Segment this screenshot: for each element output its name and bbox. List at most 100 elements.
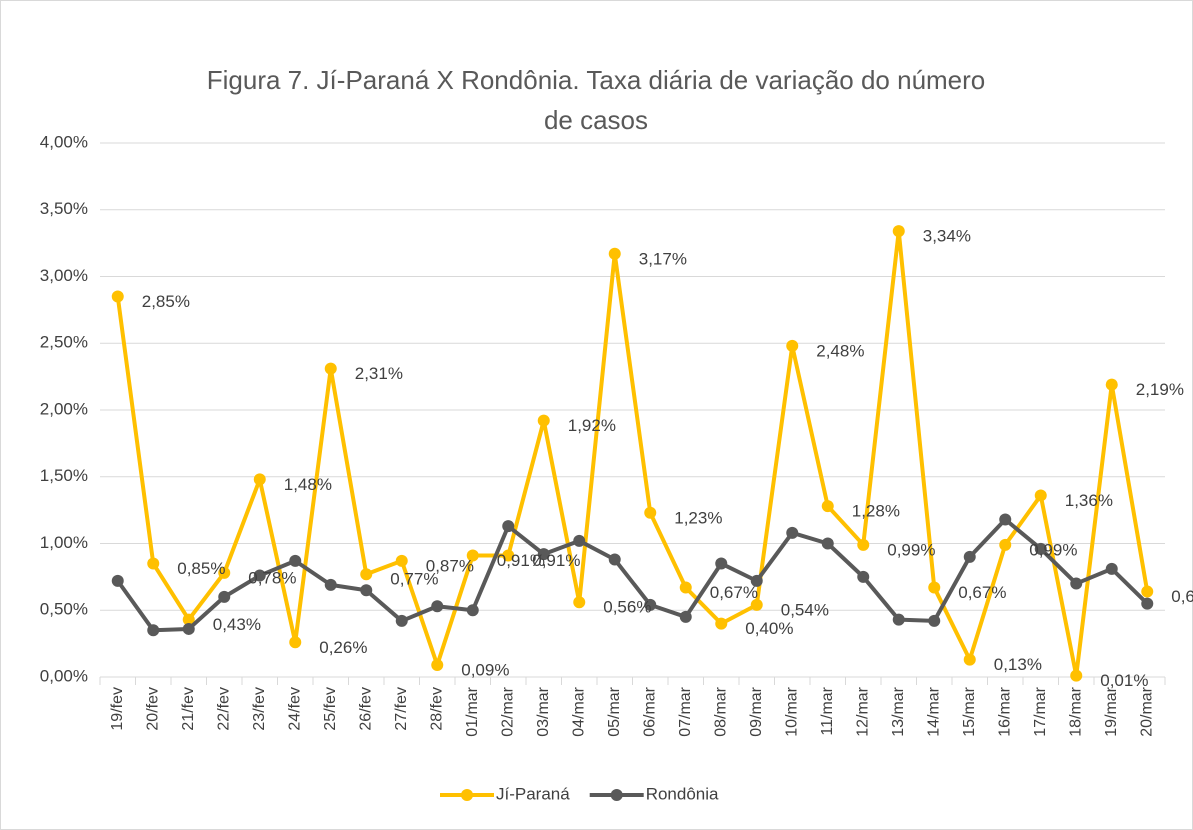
data-point [608,553,621,566]
data-point [1034,489,1047,502]
data-label: 0,91% [532,551,580,570]
data-label: 0,85% [177,559,225,578]
x-tick-label: 24/fev [286,687,303,731]
data-point [253,569,266,582]
data-label: 0,09% [461,660,509,679]
data-point [857,570,870,583]
data-point [502,549,515,562]
data-label: 3,17% [639,249,687,268]
data-point [360,568,373,581]
data-point [253,473,266,486]
x-tick-label: 04/mar [570,686,587,736]
data-label: 1,23% [674,508,722,527]
data-label: 1,48% [284,475,332,494]
x-tick-label: 06/mar [641,686,658,736]
data-point [182,613,195,626]
data-point [431,658,444,671]
data-label: 0,67% [958,583,1006,602]
data-point [715,617,728,630]
x-tick-label: 01/mar [464,686,481,736]
data-label: 0,56% [603,598,651,617]
data-point [679,610,692,623]
x-tick-label: 09/mar [748,686,765,736]
x-tick-label: 05/mar [606,686,623,736]
data-point [395,554,408,567]
data-point [715,557,728,570]
data-point [573,596,586,609]
x-tick-label: 02/mar [499,686,516,736]
data-label: 0,40% [745,619,793,638]
data-label: 0,26% [319,638,367,657]
data-label: 0,77% [390,570,438,589]
x-tick-label: 18/mar [1067,686,1084,736]
data-label: 0,67% [710,583,758,602]
data-label: 0,87% [426,556,474,575]
data-point [750,574,763,587]
x-tick-label: 13/mar [890,686,907,736]
data-label: 0,13% [994,655,1042,674]
data-point [821,537,834,550]
data-label: 3,34% [923,227,971,246]
legend-marker [610,789,623,801]
series-line [115,229,1150,678]
data-label: 1,28% [852,502,900,521]
x-tick-label: 28/fev [428,687,445,731]
x-tick-label: 26/fev [357,687,374,731]
y-tick-label: 3,50% [40,199,88,218]
data-point [644,506,657,519]
data-label: 2,48% [816,341,864,360]
data-point [1105,562,1118,575]
data-point [679,581,692,594]
legend-label: Jí-Paraná [496,784,570,803]
data-point [111,290,124,303]
data-point [928,581,941,594]
data-point [324,362,337,375]
data-point [218,566,231,579]
data-point [466,549,479,562]
data-label: 0,64% [1171,587,1193,606]
data-label: 0,78% [248,568,296,587]
data-label: 2,85% [142,292,190,311]
x-tick-label: 03/mar [535,686,552,736]
data-point [218,590,231,603]
data-label: 0,43% [213,615,261,634]
legend-marker [461,789,473,801]
data-point [928,614,941,627]
data-point [1070,577,1083,590]
x-tick-label: 21/fev [180,687,197,731]
y-tick-label: 2,00% [40,399,88,418]
data-label: 0,91% [497,551,545,570]
y-tick-label: 0,50% [40,600,88,619]
data-point [182,622,195,635]
series-line [116,517,1149,633]
data-point [147,557,160,570]
data-point [999,513,1012,526]
data-point [892,613,905,626]
x-tick-label: 07/mar [677,686,694,736]
x-tick-label: 11/mar [819,686,836,735]
y-tick-label: 0,00% [40,666,88,685]
x-tick-label: 08/mar [712,686,729,736]
data-point [1034,542,1047,555]
data-point [1141,585,1154,598]
data-point [324,578,337,591]
data-point [289,636,302,649]
data-label: 1,36% [1065,491,1113,510]
data-point [395,614,408,627]
data-point [431,600,444,613]
data-label: 0,99% [887,540,935,559]
x-tick-label: 17/mar [1032,686,1049,736]
data-point [537,548,550,561]
data-label: 2,19% [1136,380,1184,399]
y-tick-label: 4,00% [40,132,88,151]
data-point [466,604,479,617]
x-tick-label: 20/mar [1138,686,1155,736]
data-label: 1,92% [568,416,616,435]
x-tick-label: 22/fev [215,687,232,731]
x-tick-label: 14/mar [925,686,942,736]
data-point [786,526,799,539]
data-point [750,598,763,611]
x-tick-label: 19/mar [1103,686,1120,736]
legend-label: Rondônia [646,784,719,803]
